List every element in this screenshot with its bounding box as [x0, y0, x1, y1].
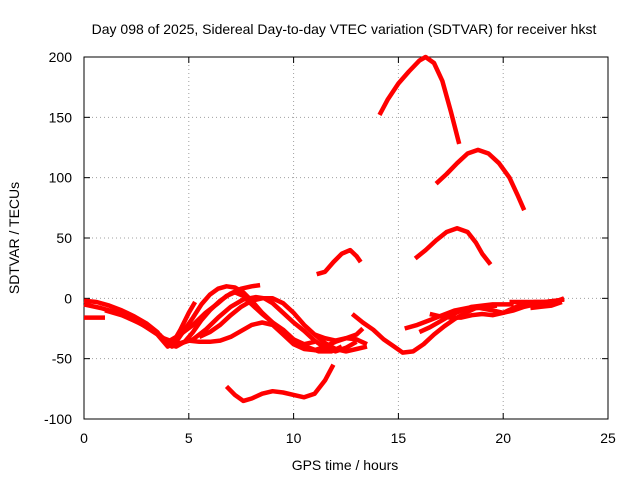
series-line-arc-12: [163, 294, 358, 354]
series-line-arc-03: [413, 226, 493, 266]
x-tick-label: 20: [495, 430, 511, 446]
series-line-arc-01: [377, 54, 462, 145]
axis-ticks: [83, 56, 609, 420]
x-tick-label: 25: [600, 430, 616, 446]
plot-frame: [83, 56, 609, 420]
y-tick-label: 0: [64, 290, 72, 306]
series-line-arc-13: [198, 296, 368, 354]
series-line-arc-19: [509, 296, 565, 305]
y-tick-label: -100: [44, 411, 72, 427]
x-tick-label: 5: [185, 430, 193, 446]
x-tick-label: 10: [286, 430, 302, 446]
y-axis-label: SDTVAR / TECUs: [6, 182, 22, 294]
y-tick-label: 200: [49, 49, 73, 65]
y-tick-label: -50: [52, 351, 72, 367]
series-group: [83, 54, 565, 404]
series-line-arc-04: [316, 247, 363, 277]
x-tick-label: 15: [391, 430, 407, 446]
series-line-arc-11: [157, 282, 261, 349]
x-axis-label: GPS time / hours: [292, 457, 399, 473]
y-tick-label: 150: [49, 109, 73, 125]
chart-title: Day 098 of 2025, Sidereal Day-to-day VTE…: [92, 21, 597, 37]
x-axis-tick-labels: 0 5 10 15 20 25: [80, 430, 616, 446]
x-tick-label: 0: [80, 430, 88, 446]
y-axis-tick-labels: -100 -50 0 50 100 150 200: [44, 49, 72, 427]
y-tick-label: 50: [56, 230, 72, 246]
y-tick-label: 100: [49, 170, 73, 186]
grid-lines: [84, 57, 608, 419]
series-line-arc-02: [434, 147, 527, 212]
series-line-arc-14: [313, 326, 365, 343]
series-line-arc-20: [530, 299, 563, 311]
series-line-arc-07: [83, 298, 368, 353]
series-line-arc-05: [224, 363, 336, 404]
